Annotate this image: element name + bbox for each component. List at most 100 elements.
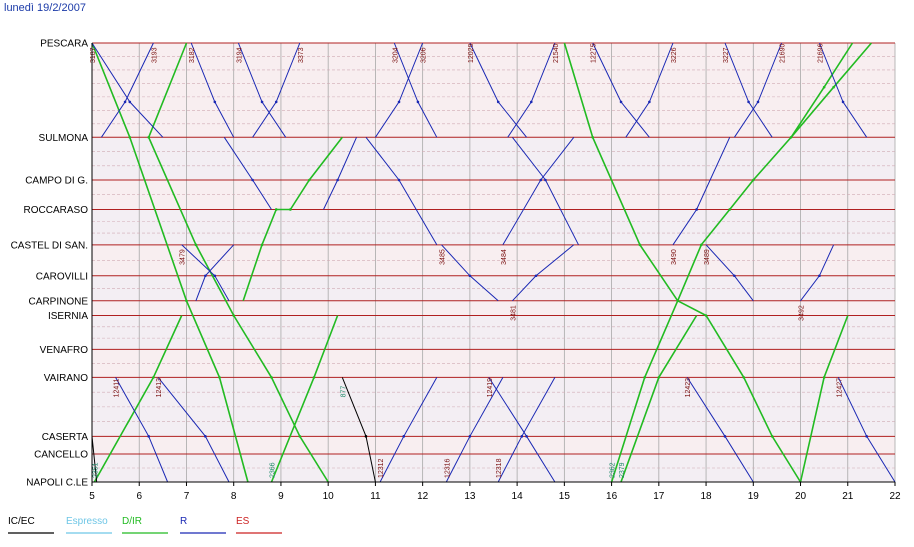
train-stop-point [128, 100, 132, 104]
train-stop-point [260, 100, 264, 104]
train-number-label: 12316 [444, 458, 451, 478]
train-stop-point [468, 274, 472, 278]
train-number-label: 3206 [421, 47, 428, 63]
x-tick-label-15: 15 [559, 491, 571, 502]
train-number-label: 3373 [298, 47, 305, 63]
train-number-label: 3187 [90, 47, 97, 63]
train-stop-point [270, 376, 273, 379]
train-number-label: 3485 [440, 249, 447, 265]
train-number-label: 3204 [392, 47, 399, 63]
train-stop-point [534, 274, 538, 278]
train-stop-point [312, 376, 316, 379]
train-number-label: 21696 [817, 43, 824, 63]
train-number-label: 12029 [468, 43, 475, 63]
train-path-6 [563, 42, 802, 483]
train-number-label: 12275 [591, 43, 598, 63]
train-stop-point [213, 100, 217, 104]
train-stop-point [544, 178, 547, 182]
train-stop-point [818, 274, 821, 278]
train-number-label: 3489 [704, 249, 711, 265]
x-tick-label-12: 12 [417, 491, 429, 502]
legend-label-r: R [180, 516, 187, 527]
x-tick-label-19: 19 [748, 491, 760, 502]
train-stop-point [520, 435, 524, 438]
train-stop-point [307, 178, 311, 182]
train-stop-point [496, 100, 500, 104]
train-stop-point [591, 135, 594, 139]
train-number-label: 12411 [114, 378, 121, 397]
train-number-label: 12312 [378, 458, 385, 478]
train-stop-point [742, 376, 746, 379]
grid-lines [91, 43, 896, 482]
x-tick-label-5: 5 [89, 491, 95, 502]
station-label-vairano: VAIRANO [44, 373, 88, 384]
train-number-label: 2379 [619, 462, 626, 478]
train-number-label: 2366 [269, 462, 276, 478]
train-number-label: 2362 [610, 462, 617, 478]
band-6 [92, 300, 895, 316]
x-tick-label-16: 16 [606, 491, 618, 502]
x-tick-label-11: 11 [370, 491, 381, 502]
station-label-napoli-c-le: NAPOLI C.LE [26, 478, 88, 489]
x-tick-label-7: 7 [184, 491, 190, 502]
train-stop-point [402, 435, 406, 438]
x-axis: 5 6 7 8 9 10 11 12 13 14 15 16 17 18 19 20 21 22 [89, 43, 901, 502]
train-stop-point [728, 208, 731, 211]
train-stop-point [770, 435, 774, 438]
train-stop-point [128, 135, 132, 139]
train-stop-point [747, 100, 750, 104]
station-label-isernia: ISERNIA [48, 311, 88, 322]
train-stop-point [619, 100, 623, 104]
train-number-label: 3226 [671, 47, 678, 63]
train-number-label: 3479 [180, 249, 187, 265]
station-label-pescara: PESCARA [40, 39, 88, 50]
train-stop-point [704, 314, 708, 317]
train-stop-point [733, 274, 736, 278]
band-0 [92, 43, 895, 138]
legend-label-espresso: Espresso [66, 516, 108, 527]
train-stop-point [213, 274, 217, 278]
train-number-label: 3193 [151, 47, 158, 63]
train-stop-point [539, 178, 543, 182]
train-stop-point [832, 85, 835, 89]
train-stop-point [204, 274, 207, 278]
train-stop-point [756, 100, 760, 104]
station-lines: PESCARA SULMONA CAMPO DI G. ROCCARASO CASTEL… [11, 39, 895, 489]
x-tick-label-14: 14 [512, 491, 524, 502]
train-stop-point [185, 299, 188, 303]
train-stop-point [152, 376, 155, 379]
station-label-carovilli: CAROVILLI [36, 271, 88, 282]
legend-label-d-ir: D/IR [122, 516, 142, 527]
train-stop-point [274, 208, 278, 211]
station-label-venafro: VENAFRO [40, 345, 89, 356]
train-stop-point [218, 376, 221, 379]
train-number-label: 21540 [553, 43, 560, 63]
x-tick-label-10: 10 [323, 491, 335, 502]
band-3 [92, 209, 895, 245]
station-label-campo-di-g: CAMPO DI G. [25, 176, 88, 187]
train-stop-point [841, 100, 845, 104]
train-stop-point [822, 85, 826, 89]
train-stop-point [194, 243, 198, 247]
train-stop-point [525, 435, 528, 438]
train-number-label: 2351 [92, 462, 99, 478]
train-stop-point [123, 100, 127, 104]
train-stop-point [397, 178, 401, 182]
train-number-label: 3194 [236, 47, 243, 63]
train-number-label: 3490 [671, 249, 678, 265]
train-paths [91, 42, 896, 483]
train-stop-point [364, 435, 368, 438]
x-tick-label-18: 18 [700, 491, 712, 502]
date-label: lunedì 19/2/2007 [4, 2, 86, 14]
train-stop-point [648, 100, 651, 104]
train-number-label: 12419 [487, 378, 494, 398]
train-number-label: 3182 [189, 47, 196, 63]
x-tick-label-22: 22 [889, 491, 901, 502]
x-tick-label-6: 6 [136, 491, 142, 502]
train-stop-point [251, 178, 254, 182]
band-7 [92, 315, 895, 350]
legend-label-ic-ec: IC/EC [8, 516, 35, 527]
x-tick-label-8: 8 [231, 491, 237, 502]
